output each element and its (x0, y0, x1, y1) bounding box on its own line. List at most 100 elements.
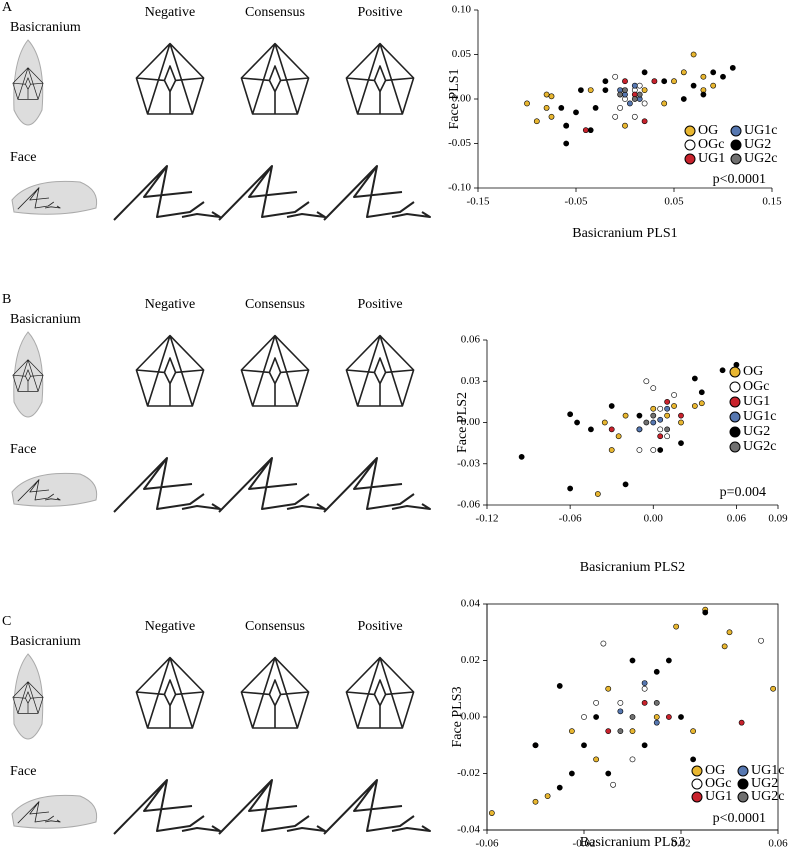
legend-label: OGc (698, 137, 724, 152)
point (612, 73, 619, 80)
point (680, 96, 687, 102)
legend-swatch (729, 396, 741, 408)
point (673, 623, 680, 630)
point (594, 491, 601, 497)
point (650, 405, 657, 412)
basicranium-wireframe (240, 334, 310, 407)
point (657, 447, 664, 453)
point (601, 419, 608, 426)
legend-swatch (729, 411, 741, 423)
legend-label: OGc (743, 379, 769, 394)
legend-swatch (730, 125, 742, 137)
y-tick-label: -0.04 (457, 824, 480, 836)
legend-label: UG2 (751, 776, 778, 791)
point (587, 87, 594, 93)
legend-swatch (684, 153, 696, 165)
y-tick-label: 0.04 (461, 598, 481, 610)
point (608, 447, 615, 453)
point (643, 378, 650, 385)
point (524, 100, 530, 107)
point (671, 403, 677, 409)
row-label: Basicranium (10, 20, 81, 35)
legend-label: UG1 (705, 789, 732, 804)
point (556, 784, 563, 791)
y-axis-title: Face PLS1 (447, 68, 462, 129)
legend-label: UG1 (698, 151, 725, 166)
point (758, 637, 764, 644)
y-tick-label: 0.03 (461, 375, 481, 387)
point (691, 375, 698, 382)
y-axis-title: Face PLS3 (450, 686, 465, 747)
p-value: p=0.004 (720, 485, 766, 500)
point (631, 113, 638, 120)
point (629, 756, 636, 763)
point (608, 426, 615, 433)
y-tick-label: 0.00 (461, 416, 481, 428)
skull-side-icon (11, 472, 98, 507)
skull-side-icon (11, 794, 98, 829)
x-tick-label: -0.15 (467, 196, 490, 208)
point (690, 728, 697, 735)
point (636, 447, 643, 453)
point (587, 127, 594, 134)
point (641, 87, 648, 93)
panel-label: B (2, 292, 11, 307)
point (657, 433, 664, 440)
column-label: Positive (357, 297, 402, 312)
skull-top-icon (13, 39, 44, 126)
column-label: Negative (145, 297, 196, 312)
point (568, 770, 575, 777)
point (532, 798, 539, 805)
legend-label: OG (705, 763, 725, 778)
x-tick-label: -0.02 (573, 838, 596, 850)
column-label: Consensus (245, 297, 305, 312)
point (729, 64, 736, 71)
x-tick-label: -0.06 (476, 838, 499, 850)
point (664, 412, 671, 419)
point (651, 78, 658, 85)
basicranium-wireframe (135, 42, 205, 115)
point (581, 714, 587, 720)
x-axis-title: Basicranium PLS1 (572, 226, 677, 241)
x-tick-label: 0.05 (664, 196, 684, 208)
point (653, 714, 660, 720)
x-tick-label: 0.15 (762, 196, 782, 208)
point (563, 140, 570, 147)
point (636, 91, 643, 98)
point (657, 416, 664, 423)
point (631, 96, 638, 102)
legend-swatch (684, 139, 696, 151)
chart: 0.10 0.05 0.00 -0.05 -0.10 -0.15 -0.05 0.05 0.15… (447, 4, 782, 242)
x-tick-label: 0.00 (644, 513, 664, 525)
point (563, 122, 570, 129)
column-label: Negative (145, 619, 196, 634)
point (608, 403, 615, 409)
point (605, 770, 612, 777)
point (641, 685, 648, 692)
row-label: Face (10, 150, 36, 165)
legend-swatch (730, 139, 742, 151)
p-value: p<0.0001 (713, 811, 766, 826)
legend-label: UG2c (751, 789, 784, 804)
point (578, 87, 584, 93)
point (678, 419, 684, 426)
face-wireframe (218, 457, 326, 513)
legend-swatch (684, 125, 696, 137)
point (720, 73, 726, 80)
point (678, 412, 684, 419)
point (581, 742, 587, 749)
point (622, 78, 628, 85)
point (719, 367, 726, 374)
point (641, 118, 648, 125)
x-axis-title: Basicranium PLS3 (580, 835, 685, 850)
legend-label: OGc (705, 776, 731, 791)
point (641, 680, 648, 686)
legend-label: UG1c (744, 123, 777, 138)
point (691, 403, 698, 409)
point (641, 69, 648, 76)
legend-swatch (737, 765, 749, 777)
point (593, 699, 600, 706)
point (543, 105, 550, 111)
point (617, 708, 624, 715)
legend-swatch (691, 791, 703, 803)
